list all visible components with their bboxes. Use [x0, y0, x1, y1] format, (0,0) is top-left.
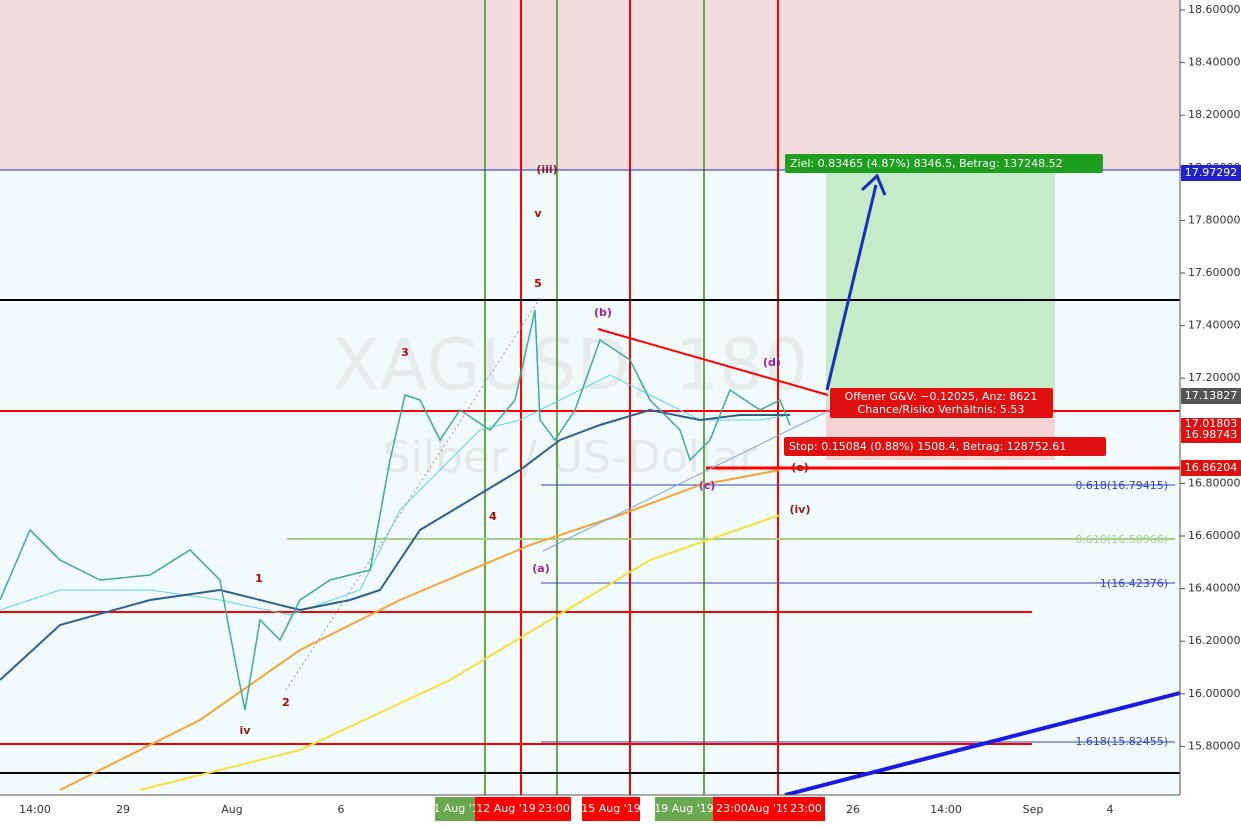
session-lines [484, 0, 779, 795]
wave-label: 4 [489, 510, 497, 523]
wave-labels: (iii) v 5 3 4 1 2 iv (a) (b) (c) (d) (e)… [240, 163, 811, 737]
time-highlight [655, 797, 713, 821]
wave-label: iv [240, 724, 252, 737]
wave-label: v [534, 207, 542, 220]
time-highlight [537, 797, 571, 821]
time-highlight [751, 797, 787, 821]
time-highlight-label: 11 Aug '19 [426, 802, 486, 815]
stop-box [784, 437, 1106, 456]
price-label: 15.80000 [1188, 739, 1241, 752]
wave-label: (c) [699, 479, 716, 492]
time-label: 6 [338, 803, 345, 816]
target-zone [826, 170, 1055, 405]
price-tag: 16.86204 [1185, 461, 1238, 474]
fib-label: 1.618(15.82455) [1075, 735, 1168, 748]
time-label: 26 [846, 803, 860, 816]
time-label: Sep [1023, 803, 1044, 816]
time-highlight-label: 23:00 [538, 802, 570, 815]
target-text: Ziel: 0.83465 (4.87%) 8346.5, Betrag: 13… [790, 157, 1063, 170]
time-label: 14:00 [930, 803, 962, 816]
price-tag: 17.01803 [1185, 417, 1238, 430]
time-highlight-label: Aug '19 [748, 802, 790, 815]
time-highlight [435, 797, 477, 821]
price-label: 17.40000 [1188, 319, 1241, 332]
time-highlight [582, 797, 640, 821]
stop-text: Stop: 0.15084 (0.88%) 1508.4, Betrag: 12… [789, 440, 1066, 453]
wave-label: (d) [763, 356, 781, 369]
pnl-text: Offener G&V: −0.12025, Anz: 8621 [845, 390, 1038, 403]
wave-label: 3 [401, 346, 409, 359]
time-axis-labels: 14:00 29 Aug 6 26 14:00 Sep 4 [19, 803, 1113, 816]
price-tags: 17.97292 17.13827 17.01803 16.98743 16.8… [1181, 165, 1241, 476]
price-label: 16.00000 [1188, 687, 1241, 700]
price-label: 17.20000 [1188, 371, 1241, 384]
wave-label: 5 [534, 277, 542, 290]
pnl-box [830, 388, 1053, 418]
time-highlight [475, 797, 537, 821]
fib-label: 1(16.42376) [1100, 577, 1168, 590]
price-label: 18.40000 [1188, 56, 1241, 69]
time-highlight-label: 19 Aug '19 [654, 802, 714, 815]
wave-label: 2 [282, 696, 290, 709]
ratio-text: Chance/Risiko Verhältnis: 5.53 [858, 403, 1025, 416]
price-tag: 17.97292 [1185, 166, 1238, 179]
watermark-name: Silber / US-Dollar [383, 432, 758, 483]
time-label: 14:00 [19, 803, 51, 816]
price-label: 18.20000 [1188, 108, 1241, 121]
price-label: 16.80000 [1188, 476, 1241, 489]
wave-label: (e) [791, 461, 809, 474]
price-label: 16.60000 [1188, 529, 1241, 542]
wave-label: (iv) [790, 503, 811, 516]
resistance-zone [0, 0, 1180, 170]
wave-label: (b) [594, 306, 612, 319]
price-label: 18.60000 [1188, 3, 1241, 16]
time-highlight-label: 12 Aug '19 [476, 802, 536, 815]
time-highlight-label: 23:00 [716, 802, 748, 815]
wave-label: (iii) [536, 163, 557, 176]
time-label: Aug [221, 803, 242, 816]
wave-label: 1 [255, 572, 263, 585]
wave-label: (a) [532, 562, 549, 575]
price-tag: 16.98743 [1185, 428, 1238, 441]
time-label: 4 [1107, 803, 1114, 816]
target-box [785, 154, 1103, 173]
fib-label: 0.618(16.58966) [1075, 533, 1168, 546]
price-label: 17.60000 [1188, 266, 1241, 279]
price-label: 17.80000 [1188, 213, 1241, 226]
time-highlight-label: 15 Aug '19 [581, 802, 641, 815]
price-tag: 17.13827 [1185, 389, 1238, 402]
price-axis [1180, 0, 1241, 825]
indicators [0, 173, 1181, 797]
price-label: 16.20000 [1188, 634, 1241, 647]
time-highlight-label: 23:00 [790, 802, 822, 815]
time-label: 29 [116, 803, 130, 816]
time-highlight [713, 797, 751, 821]
price-axis-labels: 18.6000018.4000018.2000018.0000017.80000… [1180, 3, 1241, 752]
fib-label: 0.618(16.79415) [1075, 479, 1168, 492]
time-highlight [787, 797, 825, 821]
price-label: 16.40000 [1188, 582, 1241, 595]
